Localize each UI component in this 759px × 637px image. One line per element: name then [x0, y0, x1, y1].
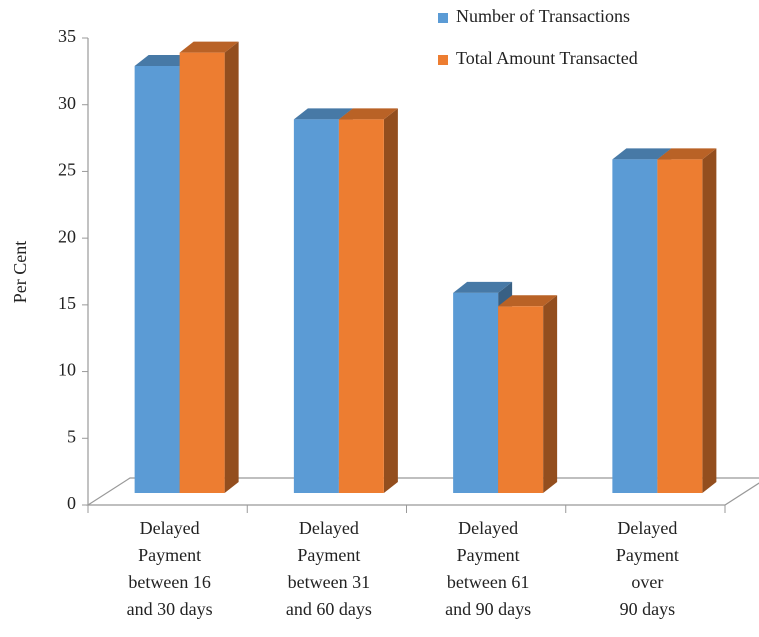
bar-top	[657, 148, 717, 160]
x-tick-label: Delayed Payment between 16 and 30 days	[127, 518, 213, 619]
bar-side	[383, 108, 398, 494]
bar	[657, 148, 717, 493]
bar-front	[453, 292, 499, 493]
y-tick-label: 10	[58, 360, 76, 380]
bar-front	[657, 159, 703, 493]
bar-side	[702, 148, 717, 493]
legend-swatch	[438, 55, 448, 65]
bar-side	[543, 295, 558, 493]
y-axis-label: Per Cent	[10, 241, 30, 304]
floor	[85, 477, 759, 506]
bar-front	[498, 306, 544, 493]
y-tick-label: 5	[67, 426, 76, 446]
bar-front	[338, 119, 384, 494]
y-tick-label: 25	[58, 160, 76, 180]
legend-label: Number of Transactions	[456, 6, 630, 26]
x-tick-label: Delayed Payment between 61 and 90 days	[445, 518, 531, 619]
bar-front	[612, 159, 658, 493]
bar	[498, 295, 558, 493]
bar-top	[498, 295, 558, 307]
bar-side	[224, 41, 239, 493]
legend-label: Total Amount Transacted	[456, 48, 638, 68]
bar-top	[612, 148, 672, 160]
bar-top	[453, 281, 513, 293]
bar-top	[179, 41, 239, 53]
bar	[338, 108, 398, 494]
x-tick-label: Delayed Payment between 31 and 60 days	[286, 518, 372, 619]
y-tick-label: 35	[58, 26, 76, 46]
y-tick-label: 30	[58, 93, 76, 113]
bar-top	[338, 108, 398, 120]
bar-front	[179, 52, 225, 493]
bar-top	[134, 55, 194, 67]
bar-top	[293, 108, 353, 120]
y-tick-label: 20	[58, 226, 76, 246]
y-tick-label: 15	[58, 293, 76, 313]
y-tick-label: 0	[67, 493, 76, 513]
bar-front	[293, 119, 339, 494]
legend-swatch	[438, 13, 448, 23]
bar-front	[134, 66, 180, 494]
bar	[179, 41, 239, 493]
x-tick-label: Delayed Payment over 90 days	[616, 518, 679, 619]
